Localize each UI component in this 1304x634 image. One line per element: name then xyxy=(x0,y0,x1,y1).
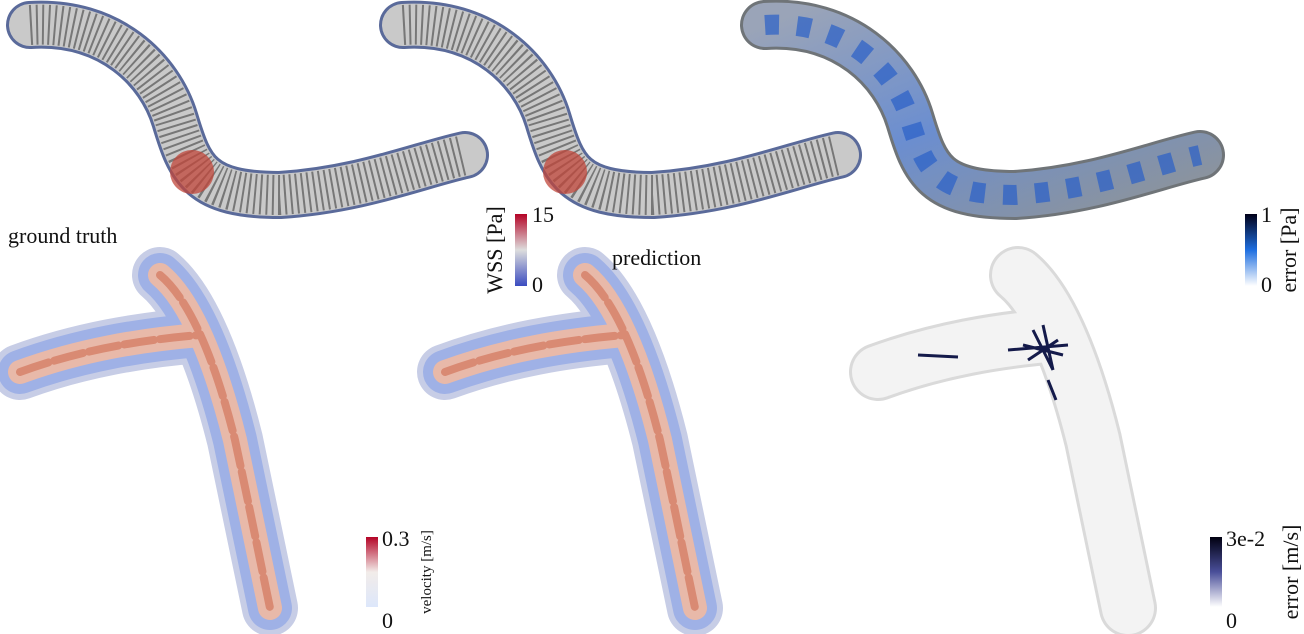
colorbar: 1 0 error [Pa] xyxy=(1245,202,1301,297)
colorbar-min: 0 xyxy=(1261,272,1272,297)
colorbar-gradient xyxy=(366,537,378,607)
panel-label: ground truth xyxy=(8,223,117,248)
colorbar-label: error [Pa] xyxy=(1276,208,1301,293)
colorbar-gradient xyxy=(1210,537,1222,607)
colorbar-label: velocity [m/s] xyxy=(419,530,435,614)
colorbar-max: 1 xyxy=(1261,202,1272,227)
colorbar-label: WSS [Pa] xyxy=(482,206,507,293)
colorbar: 0.3 0 velocity [m/s] xyxy=(366,526,435,633)
prediction-velocity xyxy=(445,275,695,608)
colorbar: 3e-2 0 error [m/s] xyxy=(1210,525,1303,633)
ground-truth-wss xyxy=(30,25,465,195)
colorbar-min: 0 xyxy=(382,608,393,633)
colorbar-min: 0 xyxy=(532,272,543,297)
colorbar-max: 15 xyxy=(532,202,554,227)
colorbar: 15 0 WSS [Pa] xyxy=(482,202,554,297)
colorbar-label: error [m/s] xyxy=(1278,525,1303,620)
ground-truth-velocity xyxy=(20,275,270,608)
error-velocity xyxy=(878,275,1128,608)
panel-label: prediction xyxy=(612,245,701,270)
figure: ground truth prediction 15 0 WSS [Pa] 1 … xyxy=(0,0,1304,634)
colorbar-gradient xyxy=(1245,214,1257,286)
colorbar-max: 0.3 xyxy=(382,526,410,551)
colorbar-max: 3e-2 xyxy=(1226,526,1265,551)
colorbar-gradient xyxy=(515,214,527,286)
colorbar-min: 0 xyxy=(1226,608,1237,633)
